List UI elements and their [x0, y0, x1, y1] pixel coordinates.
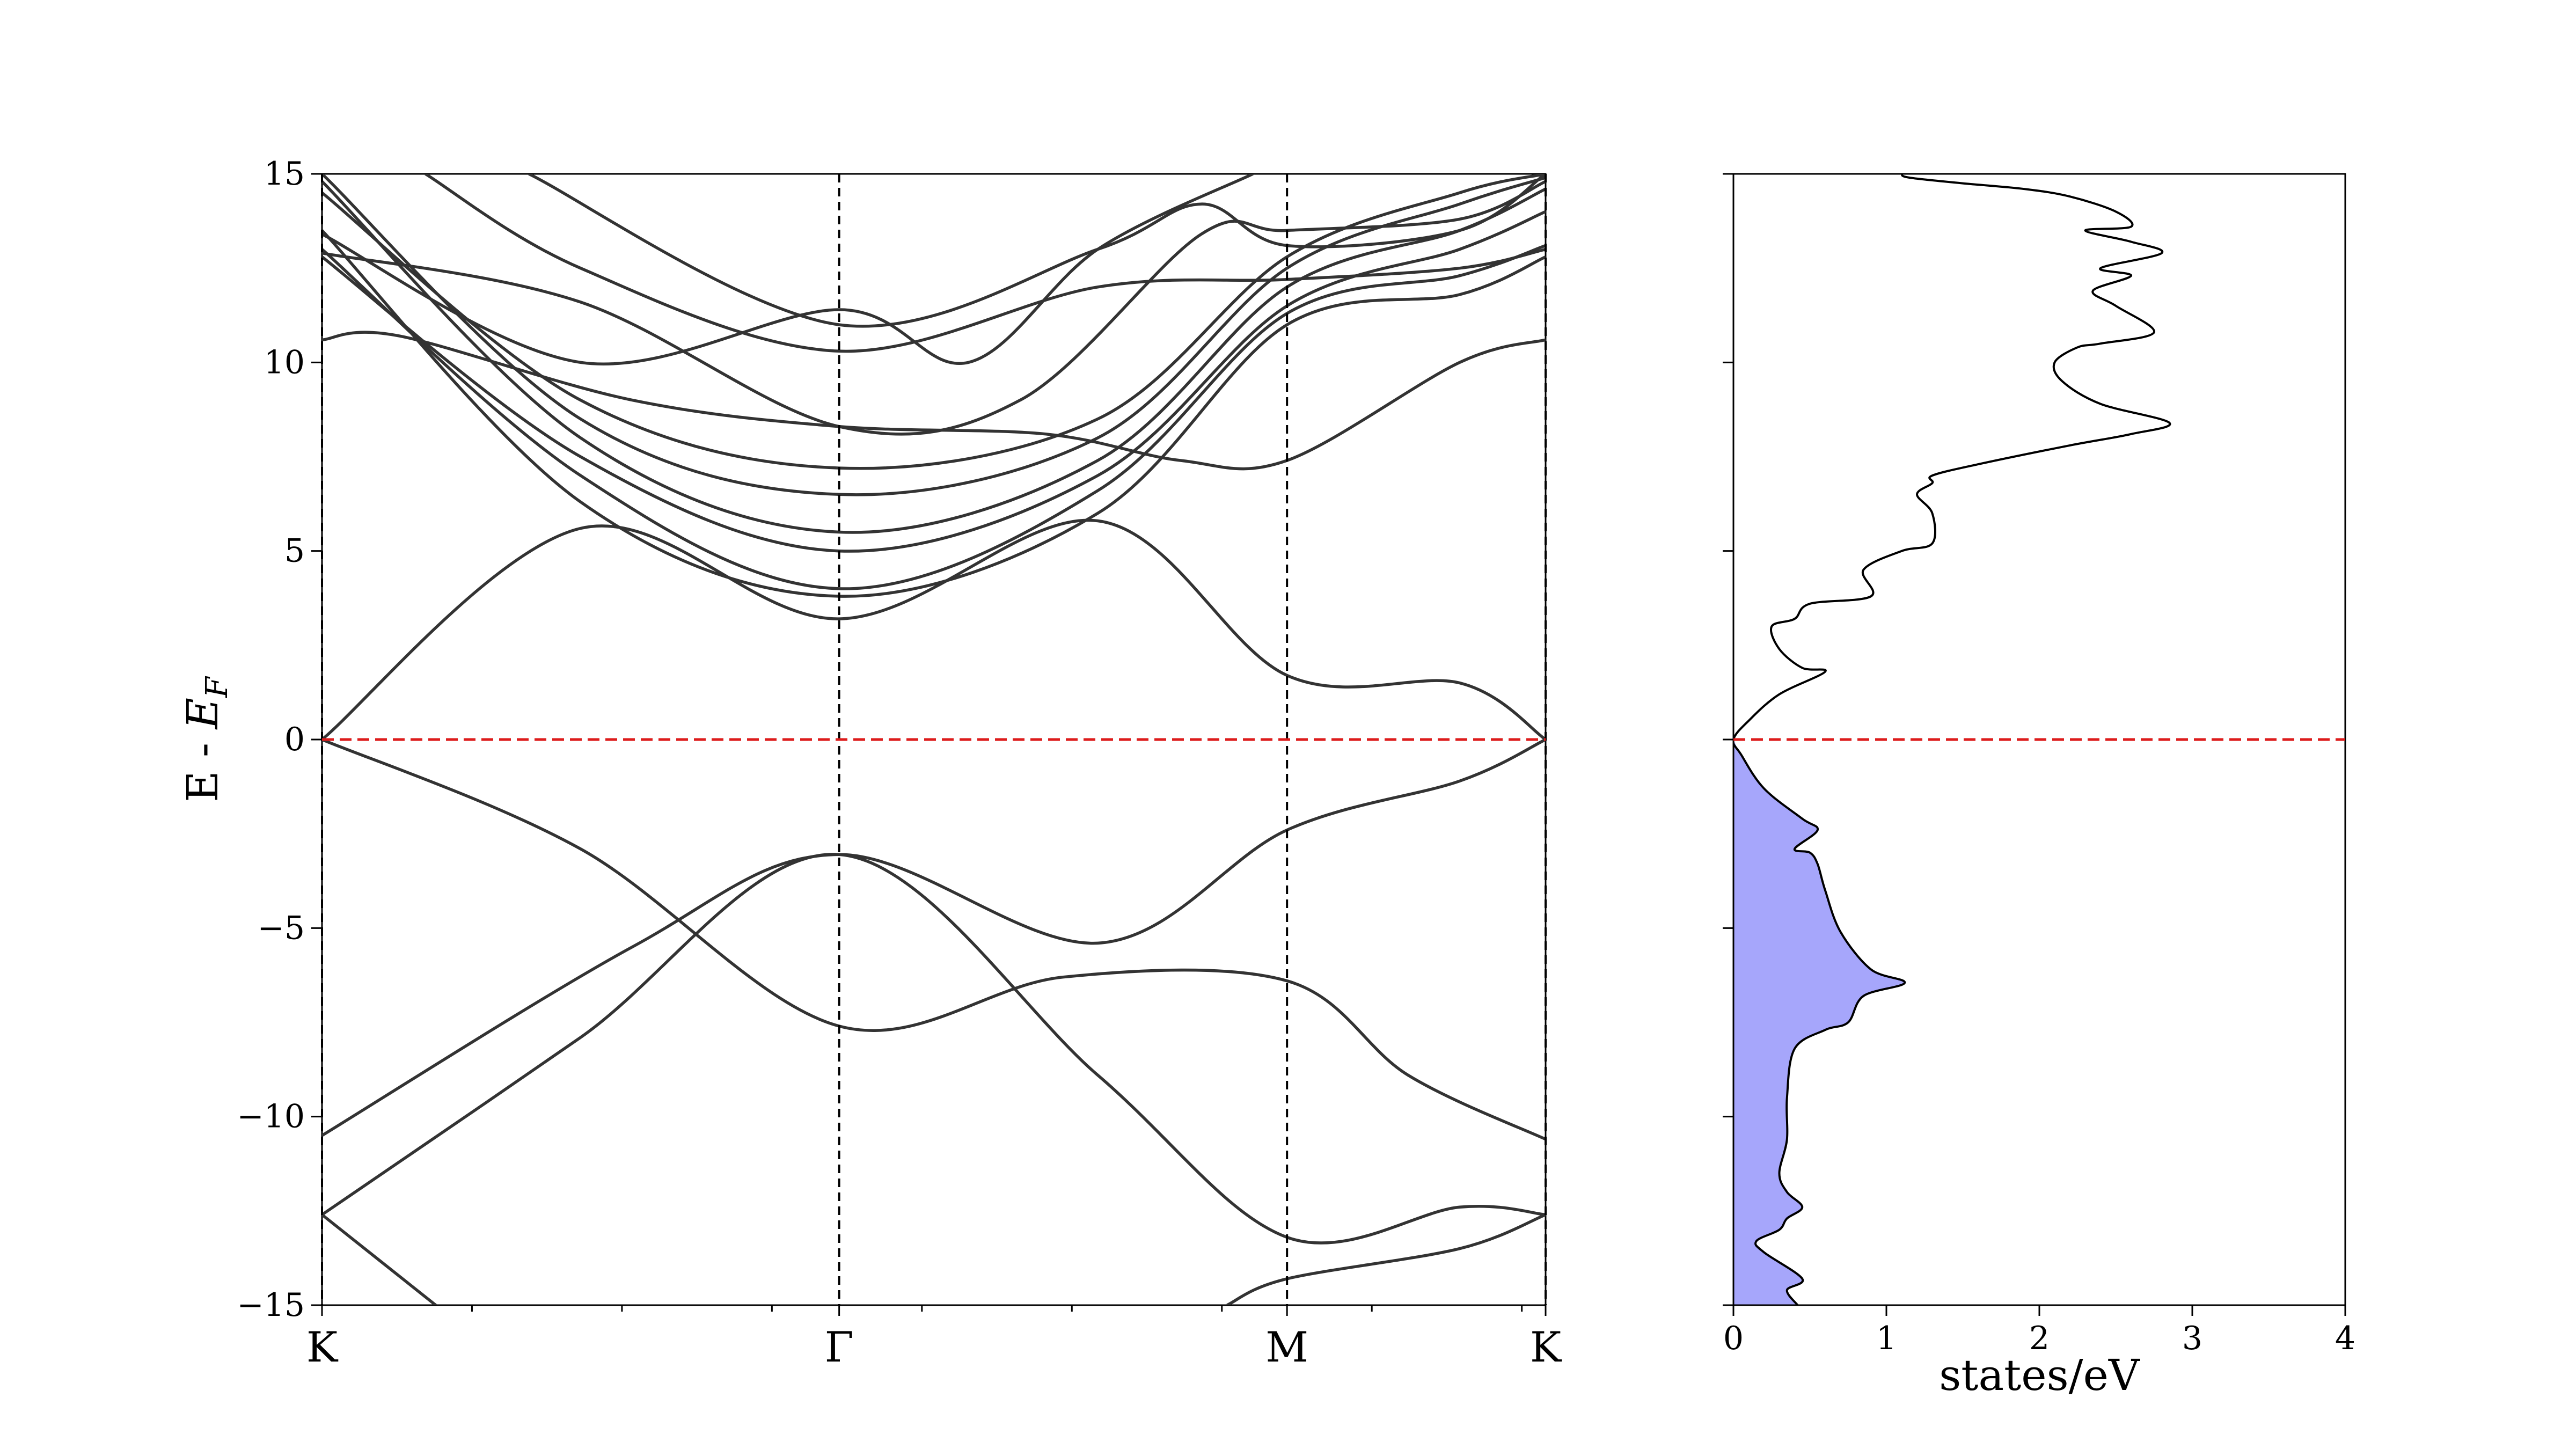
k-point-label: Γ	[825, 1323, 854, 1372]
band-line-9	[322, 210, 1546, 553]
y-tick-label: −15	[237, 1286, 305, 1324]
band-line-11	[322, 174, 1546, 496]
dos-x-axis-label: states/eV	[1939, 1350, 2140, 1400]
k-point-label: K	[306, 1323, 339, 1372]
y-tick-label: −5	[258, 909, 305, 947]
k-point-label: K	[1530, 1323, 1562, 1372]
dos-filled-area	[1733, 740, 1905, 1305]
y-tick-label: −10	[237, 1098, 305, 1136]
dos-x-tick-label: 2	[2029, 1320, 2050, 1357]
y-axis-label: E - EF	[178, 676, 235, 802]
dos-curve	[1733, 174, 2171, 1305]
dos-y-ticks	[1723, 173, 1733, 1306]
dos-x-tick-label: 1	[1876, 1320, 1897, 1357]
band-line-7	[322, 229, 1546, 598]
y-tick-label: 0	[284, 721, 305, 758]
y-tick-label: 5	[284, 532, 305, 570]
band-structure-panel: 15 10 5 0 −5 −10 −15 K Γ M K E - EF	[178, 155, 1562, 1372]
band-line-6	[322, 518, 1546, 741]
band-line-17	[425, 174, 1546, 353]
y-tick-label: 10	[264, 343, 305, 381]
band-line-12	[322, 174, 1546, 470]
band-line-10	[322, 180, 1546, 534]
dos-x-tick-label: 4	[2335, 1320, 2355, 1357]
band-line-2	[322, 738, 1546, 1137]
band-line-4	[322, 1213, 437, 1305]
band-line-16	[528, 174, 1546, 328]
dos-x-ticks: 0 1 2 3 4	[1723, 1305, 2355, 1357]
band-line-3	[322, 853, 1546, 1245]
k-point-label: M	[1265, 1323, 1308, 1372]
dos-panel: 0 1 2 3 4 states/eV	[1723, 173, 2355, 1400]
band-line-8	[322, 244, 1546, 590]
band-line-1	[322, 738, 1546, 1141]
band-lines	[322, 174, 1546, 1305]
y-axis-ticks: 15 10 5 0 −5 −10 −15	[237, 155, 322, 1324]
band-line-15	[322, 174, 1254, 366]
dos-x-tick-label: 3	[2182, 1320, 2202, 1357]
band-line-5	[1226, 1213, 1546, 1305]
band-line-14	[322, 180, 1546, 436]
dos-x-tick-label: 0	[1723, 1320, 1744, 1357]
band-line-13	[322, 331, 1546, 471]
y-tick-label: 15	[264, 155, 305, 193]
